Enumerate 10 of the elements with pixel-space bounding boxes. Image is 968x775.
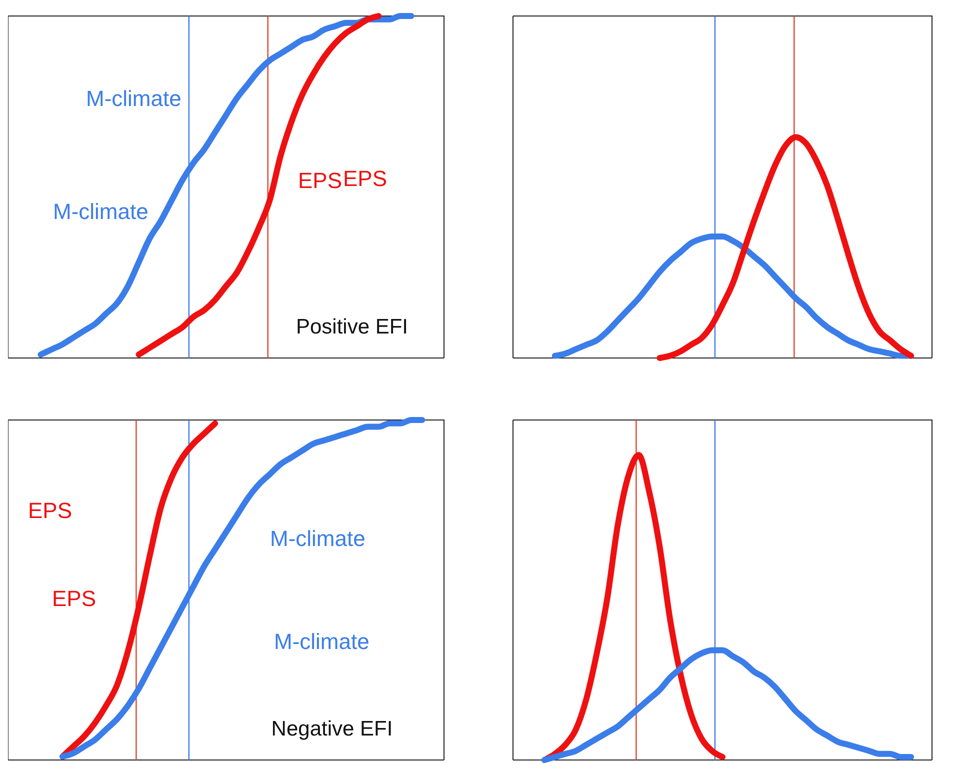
series-label: M-climate — [86, 86, 182, 111]
text: M-climate — [274, 628, 370, 654]
series-label: M-climate — [270, 526, 366, 551]
text: M-climate — [53, 198, 148, 224]
series-label: EPS — [52, 586, 96, 611]
text: EPS — [28, 498, 72, 523]
text: EPS — [343, 166, 388, 191]
annotation: Negative EFI — [271, 718, 393, 741]
annotation: Positive EFI — [296, 316, 408, 339]
series-label: EPS — [298, 168, 342, 193]
